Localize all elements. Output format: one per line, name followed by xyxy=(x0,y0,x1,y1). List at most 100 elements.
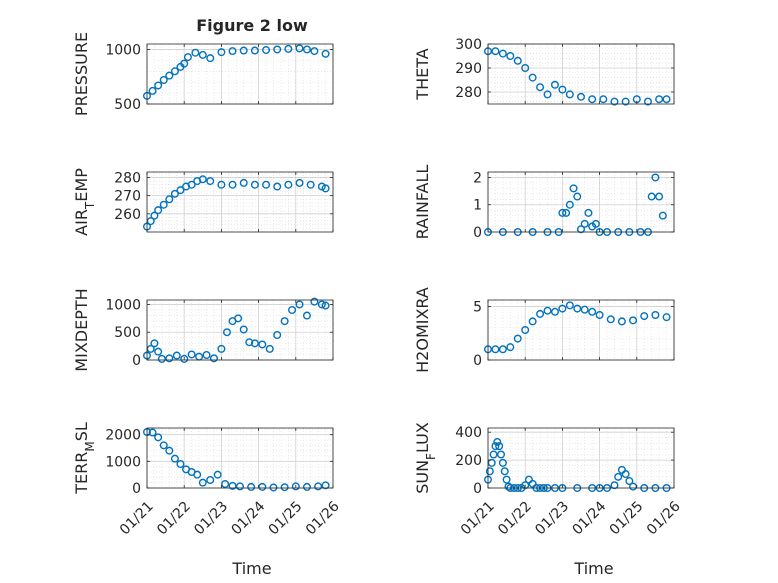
data-point xyxy=(521,326,530,335)
data-point xyxy=(150,211,159,220)
figure-title: Figure 2 low xyxy=(196,16,308,35)
data-point xyxy=(565,90,574,99)
y-tick-label: 280 xyxy=(455,85,482,101)
data-point xyxy=(193,470,202,479)
data-point xyxy=(150,339,159,348)
axes-box xyxy=(487,43,675,105)
data-point xyxy=(493,437,502,446)
data-point xyxy=(610,481,619,490)
y-axis-label: PRESSURE xyxy=(72,32,91,116)
data-point xyxy=(146,344,155,353)
data-point xyxy=(191,48,200,57)
x-tick-label: 01/24 xyxy=(229,498,269,538)
y-axis-label: RAINFALL xyxy=(413,165,432,240)
plot-area xyxy=(147,44,333,104)
x-axis-label-right: Time xyxy=(573,559,613,578)
data-point xyxy=(565,200,574,209)
y-tick-label: 500 xyxy=(114,97,141,113)
data-point xyxy=(565,301,574,310)
data-point xyxy=(498,49,507,58)
data-point xyxy=(651,311,660,320)
data-point xyxy=(250,339,259,348)
data-point xyxy=(239,325,248,334)
plot-area xyxy=(488,172,674,232)
data-point xyxy=(273,45,282,54)
data-point xyxy=(170,454,179,463)
data-point xyxy=(262,46,271,55)
data-point xyxy=(577,225,586,234)
data-point xyxy=(543,90,552,99)
data-point xyxy=(513,334,522,343)
data-point xyxy=(165,354,174,363)
axes-box xyxy=(487,427,675,489)
data-point xyxy=(198,50,207,59)
data-point xyxy=(284,44,293,53)
data-point xyxy=(228,481,237,490)
data-point xyxy=(625,477,634,486)
y-tick-label: 300 xyxy=(455,37,482,53)
data-point xyxy=(250,180,259,189)
y-axis-label: SUNFLUX xyxy=(413,422,438,494)
data-point xyxy=(640,312,649,321)
y-tick-label: 400 xyxy=(455,425,482,441)
axes-box xyxy=(146,43,334,105)
data-point xyxy=(154,206,163,215)
y-tick-label: 500 xyxy=(114,325,141,341)
y-tick-label: 5 xyxy=(473,299,482,315)
data-point xyxy=(148,428,157,437)
data-point xyxy=(198,478,207,487)
data-point xyxy=(213,470,222,479)
data-point xyxy=(521,481,530,490)
data-point xyxy=(317,300,326,309)
data-point xyxy=(521,63,530,72)
x-tick-label: 01/23 xyxy=(532,498,572,538)
data-point xyxy=(528,73,537,82)
data-point xyxy=(558,304,567,313)
plot-area xyxy=(488,44,674,104)
y-tick-label: 1000 xyxy=(105,42,141,58)
data-point xyxy=(302,311,311,320)
data-point xyxy=(577,92,586,101)
x-tick-label: 01/23 xyxy=(191,498,231,538)
data-point xyxy=(606,315,615,324)
data-point xyxy=(187,350,196,359)
plot-area xyxy=(147,428,333,488)
y-tick-label: 200 xyxy=(455,453,482,469)
axes-box xyxy=(146,299,334,361)
data-point xyxy=(154,81,163,90)
data-point xyxy=(580,305,589,314)
y-tick-label: 0 xyxy=(132,481,141,497)
data-point xyxy=(614,472,623,481)
data-point xyxy=(317,182,326,191)
data-point xyxy=(165,71,174,80)
data-point xyxy=(643,97,652,106)
data-point xyxy=(588,307,597,316)
x-tick-label: 01/21 xyxy=(458,498,498,538)
data-point xyxy=(239,178,248,187)
data-point xyxy=(180,59,189,68)
data-point xyxy=(647,192,656,201)
subplot-rainfall: 0 1 2 RAINFALL xyxy=(413,165,675,241)
data-point xyxy=(658,211,667,220)
data-point xyxy=(165,195,174,204)
data-point xyxy=(159,200,168,209)
x-tick-label: 01/26 xyxy=(644,498,684,538)
data-point xyxy=(504,482,513,491)
data-point xyxy=(206,476,215,485)
data-point xyxy=(506,52,515,61)
data-point xyxy=(558,85,567,94)
y-axis-label: THETA xyxy=(413,48,432,100)
data-point xyxy=(491,47,500,56)
y-tick-label: 290 xyxy=(455,61,482,77)
y-tick-label: 280 xyxy=(114,170,141,186)
data-point xyxy=(536,83,545,92)
data-point xyxy=(172,351,181,360)
subplot-pressure: 500 1000 PRESSURE xyxy=(72,32,334,116)
data-point xyxy=(573,304,582,313)
data-point xyxy=(247,482,256,491)
plot-area xyxy=(488,428,674,488)
data-point xyxy=(221,480,230,489)
data-point xyxy=(217,344,226,353)
data-point xyxy=(321,184,330,193)
